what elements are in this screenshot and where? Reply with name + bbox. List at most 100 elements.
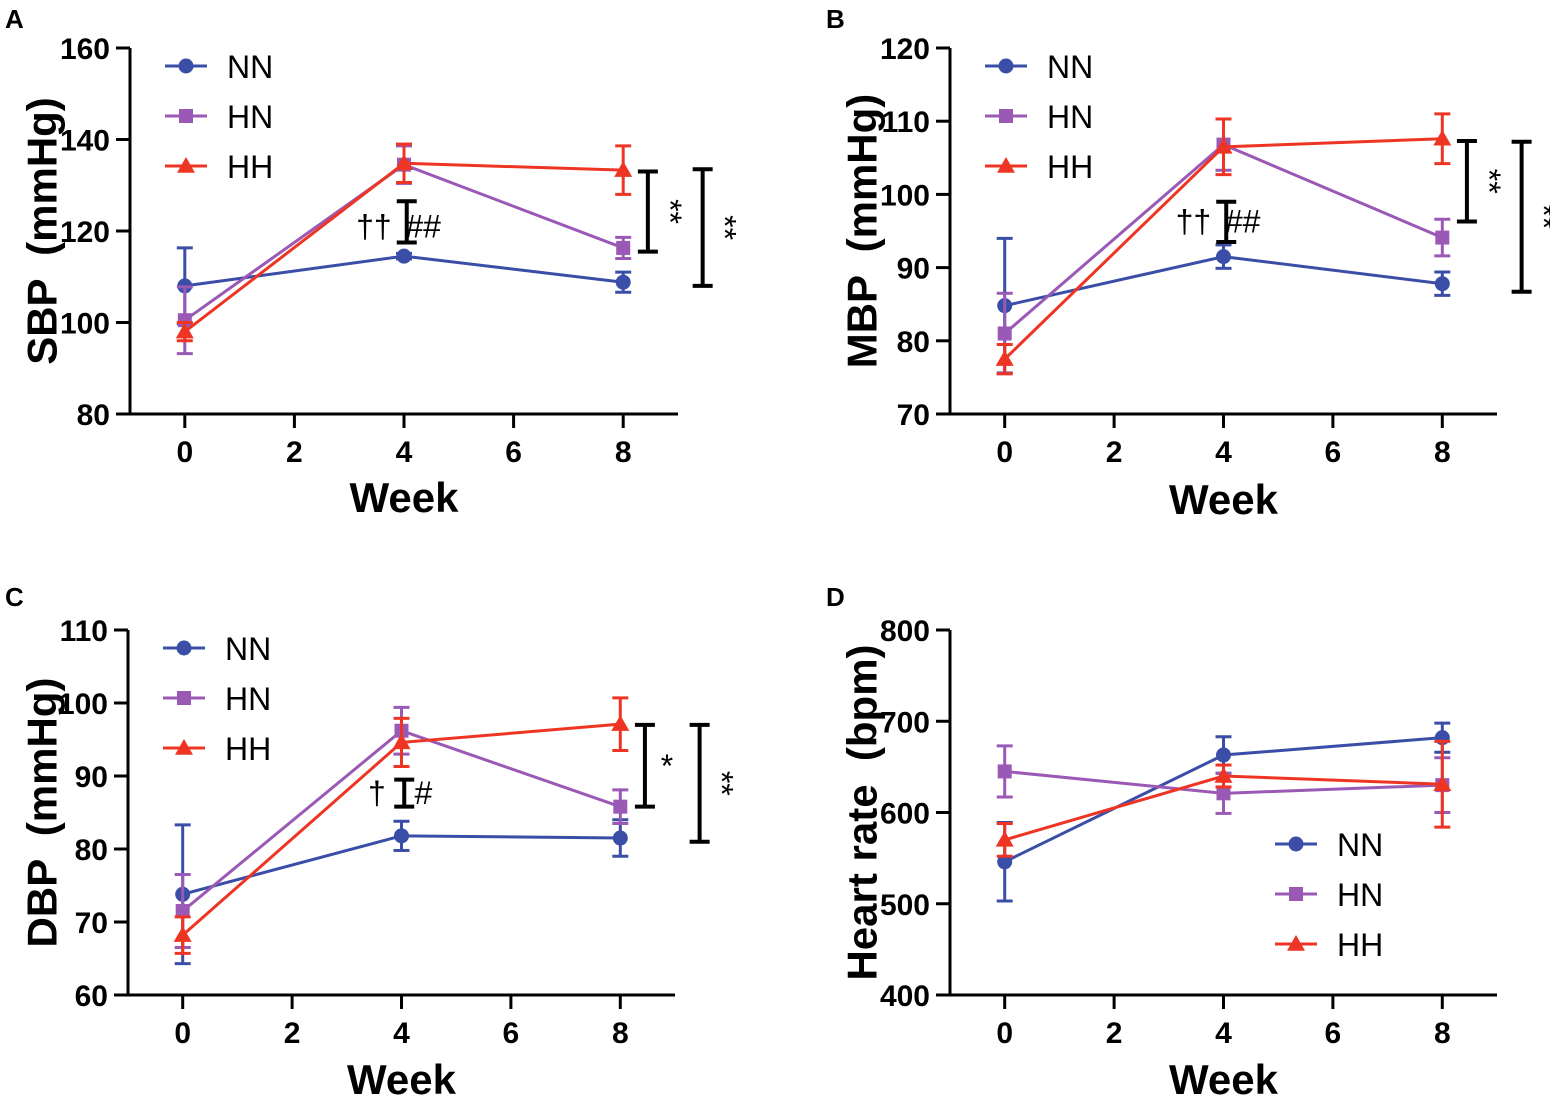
legend-marker xyxy=(177,157,195,173)
y-tick-label: 110 xyxy=(60,615,108,648)
data-point-hh xyxy=(611,715,630,731)
panel-d: D 400 500 600 700 800 0 2 4 6 8 Week Heart rate (bpm… xyxy=(826,582,1497,1103)
data-point-hh xyxy=(614,161,633,177)
legend-marker xyxy=(179,109,193,123)
panel-letter: C xyxy=(5,582,24,612)
x-tick-label: 2 xyxy=(284,1017,301,1050)
legend-marker xyxy=(997,157,1015,173)
data-point-hh xyxy=(1214,767,1233,783)
data-point-hh xyxy=(1433,129,1452,146)
x-tick-label: 0 xyxy=(996,1017,1013,1050)
y-tick-label: 80 xyxy=(77,399,110,432)
data-point-hh xyxy=(173,926,192,942)
significance-label: ** xyxy=(707,215,743,240)
x-tick-label: 2 xyxy=(1106,1017,1123,1050)
panel-letter: A xyxy=(5,4,24,34)
data-point-hh xyxy=(1433,775,1452,791)
legend-item-hh: HH xyxy=(1275,927,1383,963)
significance-bracket xyxy=(1216,199,1237,244)
data-point-nn xyxy=(1216,747,1231,763)
data-point-nn xyxy=(1216,249,1231,265)
significance-bracket: ** xyxy=(1456,138,1507,224)
y-axis-title: DBP (mmHg) xyxy=(19,678,66,948)
series-hh xyxy=(995,739,1452,858)
y-tick-label: 110 xyxy=(882,106,930,139)
x-tick-label: 4 xyxy=(1215,1017,1232,1050)
legend-item-hn: HN xyxy=(165,99,273,135)
data-point-hh xyxy=(995,830,1014,847)
significance-label: ** xyxy=(1526,204,1550,229)
x-tick-label: 8 xyxy=(1434,1017,1451,1050)
legend-item-nn: NN xyxy=(165,49,273,85)
legend-item-hh: HH xyxy=(985,149,1093,185)
x-tick-label: 6 xyxy=(503,1017,520,1050)
legend-marker xyxy=(177,691,191,705)
data-point-hn xyxy=(997,764,1012,779)
data-point-nn xyxy=(1434,276,1450,292)
legend-label: HH xyxy=(225,731,271,767)
legend-marker xyxy=(999,109,1013,123)
panel-letter: D xyxy=(826,582,845,612)
x-tick-label: 8 xyxy=(1434,436,1451,469)
y-tick-label: 140 xyxy=(60,125,110,158)
data-point-hn xyxy=(616,240,631,255)
significance-bracket xyxy=(394,777,415,809)
series-hh xyxy=(995,112,1452,376)
y-tick-label: 100 xyxy=(58,688,108,721)
significance-annotation: ## xyxy=(405,208,441,244)
significance-label: ** xyxy=(1471,169,1507,194)
y-axis-title: SBP (mmHg) xyxy=(19,97,66,365)
legend-item-nn: NN xyxy=(163,631,271,667)
series-hh xyxy=(173,696,630,955)
y-tick-label: 800 xyxy=(880,615,930,648)
x-tick-label: 6 xyxy=(505,436,522,469)
data-point-hn xyxy=(1435,230,1450,245)
legend-label: HN xyxy=(225,681,271,717)
data-point-hn xyxy=(1216,786,1231,801)
panel-a: A 80 100 120 140 160 0 2 4 6 8 Week SBP (mmHg) ** ** ††… xyxy=(5,4,743,521)
data-point-hn xyxy=(997,326,1012,341)
significance-bracket: ** xyxy=(637,169,688,254)
y-tick-label: 90 xyxy=(897,253,930,286)
significance-annotation: ## xyxy=(1225,203,1261,239)
legend-label: HH xyxy=(227,149,273,185)
legend-label: HN xyxy=(227,99,273,135)
x-tick-label: 2 xyxy=(286,436,303,469)
data-point-nn xyxy=(612,830,628,846)
x-tick-label: 6 xyxy=(1325,1017,1342,1050)
significance-annotation: # xyxy=(414,775,432,811)
y-tick-label: 80 xyxy=(75,834,108,867)
y-tick-label: 90 xyxy=(75,761,108,794)
series-hh xyxy=(175,142,633,343)
data-point-hn xyxy=(613,799,628,814)
legend-label: NN xyxy=(1047,49,1093,85)
data-point-hn xyxy=(175,904,190,919)
significance-label: ** xyxy=(704,771,740,796)
legend-label: HN xyxy=(1337,877,1383,913)
x-axis-title: Week xyxy=(347,1056,457,1103)
x-axis-title: Week xyxy=(1169,476,1279,523)
legend-item-hh: HH xyxy=(165,149,273,185)
y-tick-label: 160 xyxy=(60,33,110,66)
x-tick-label: 8 xyxy=(615,436,632,469)
x-tick-label: 4 xyxy=(393,1017,410,1050)
legend-item-hn: HN xyxy=(1275,877,1383,913)
legend-marker xyxy=(1289,887,1303,901)
significance-label: ** xyxy=(652,199,688,224)
y-axis-title: MBP (mmHg) xyxy=(839,94,886,369)
x-tick-label: 2 xyxy=(1106,436,1123,469)
series-line-hh xyxy=(183,161,624,333)
legend-item-hn: HN xyxy=(163,681,271,717)
legend-marker xyxy=(178,58,194,74)
legend: NN HN HH xyxy=(1275,827,1383,963)
y-tick-label: 600 xyxy=(880,798,930,831)
y-tick-label: 60 xyxy=(75,980,108,1013)
x-tick-label: 6 xyxy=(1325,436,1342,469)
x-tick-label: 0 xyxy=(174,1017,191,1050)
legend-item-nn: NN xyxy=(985,49,1093,85)
legend-marker xyxy=(175,739,193,755)
x-tick-label: 0 xyxy=(996,436,1013,469)
x-tick-label: 8 xyxy=(612,1017,629,1050)
